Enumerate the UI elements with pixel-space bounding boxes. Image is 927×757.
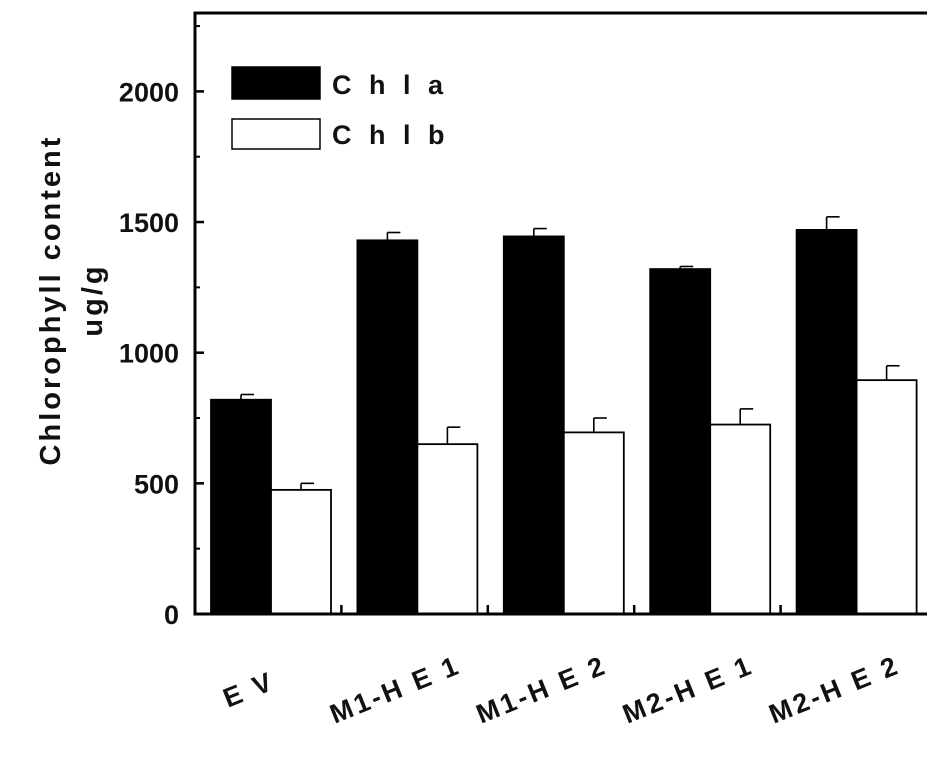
x-category-label: M2-H E 1 — [618, 650, 757, 730]
legend-swatch-chl-b — [231, 118, 321, 150]
bars-layer — [210, 216, 918, 615]
x-category-label: M1-H E 1 — [326, 650, 465, 730]
bar-chl-b-ev — [270, 488, 332, 615]
x-category-label: M2-H E 2 — [765, 650, 904, 730]
x-category-label: M1-H E 2 — [472, 650, 611, 730]
y-axis-ticks: 0 500 1000 1500 2000 — [119, 25, 204, 630]
plot-frame — [193, 11, 927, 616]
x-axis-labels: E V M1-H E 1 M1-H E 2 M2-H E 1 M2-H E 2 — [219, 605, 904, 729]
bar-chl-b-m1-he2 — [562, 431, 625, 615]
bar-chl-a-m1-he1 — [356, 239, 419, 615]
y-tick-label: 1000 — [119, 339, 179, 369]
bar-chl-b-m1-he1 — [416, 443, 479, 615]
y-tick-label: 2000 — [119, 77, 179, 107]
legend-label-chl-b: C h l b — [332, 120, 450, 150]
legend-swatch-chl-a — [231, 66, 321, 100]
legend: C h l a C h l b — [231, 66, 450, 150]
bar-chl-a-m2-he2 — [795, 228, 858, 615]
y-tick-label: 500 — [134, 469, 179, 499]
bar-chl-a-m2-he1 — [649, 268, 712, 615]
bar-chl-b-m2-he1 — [709, 423, 772, 615]
bar-chl-a-ev — [210, 398, 272, 615]
legend-label-chl-a: C h l a — [332, 70, 448, 100]
y-axis-title: Chlorophyll content — [35, 135, 67, 466]
y-tick-label: 1500 — [119, 208, 179, 238]
bar-chl-a-m1-he2 — [502, 235, 565, 615]
y-axis-unit: ug/g — [77, 263, 109, 336]
bar-chl-b-m2-he2 — [855, 379, 918, 615]
x-category-label: E V — [219, 666, 279, 713]
y-tick-label: 0 — [164, 600, 179, 630]
